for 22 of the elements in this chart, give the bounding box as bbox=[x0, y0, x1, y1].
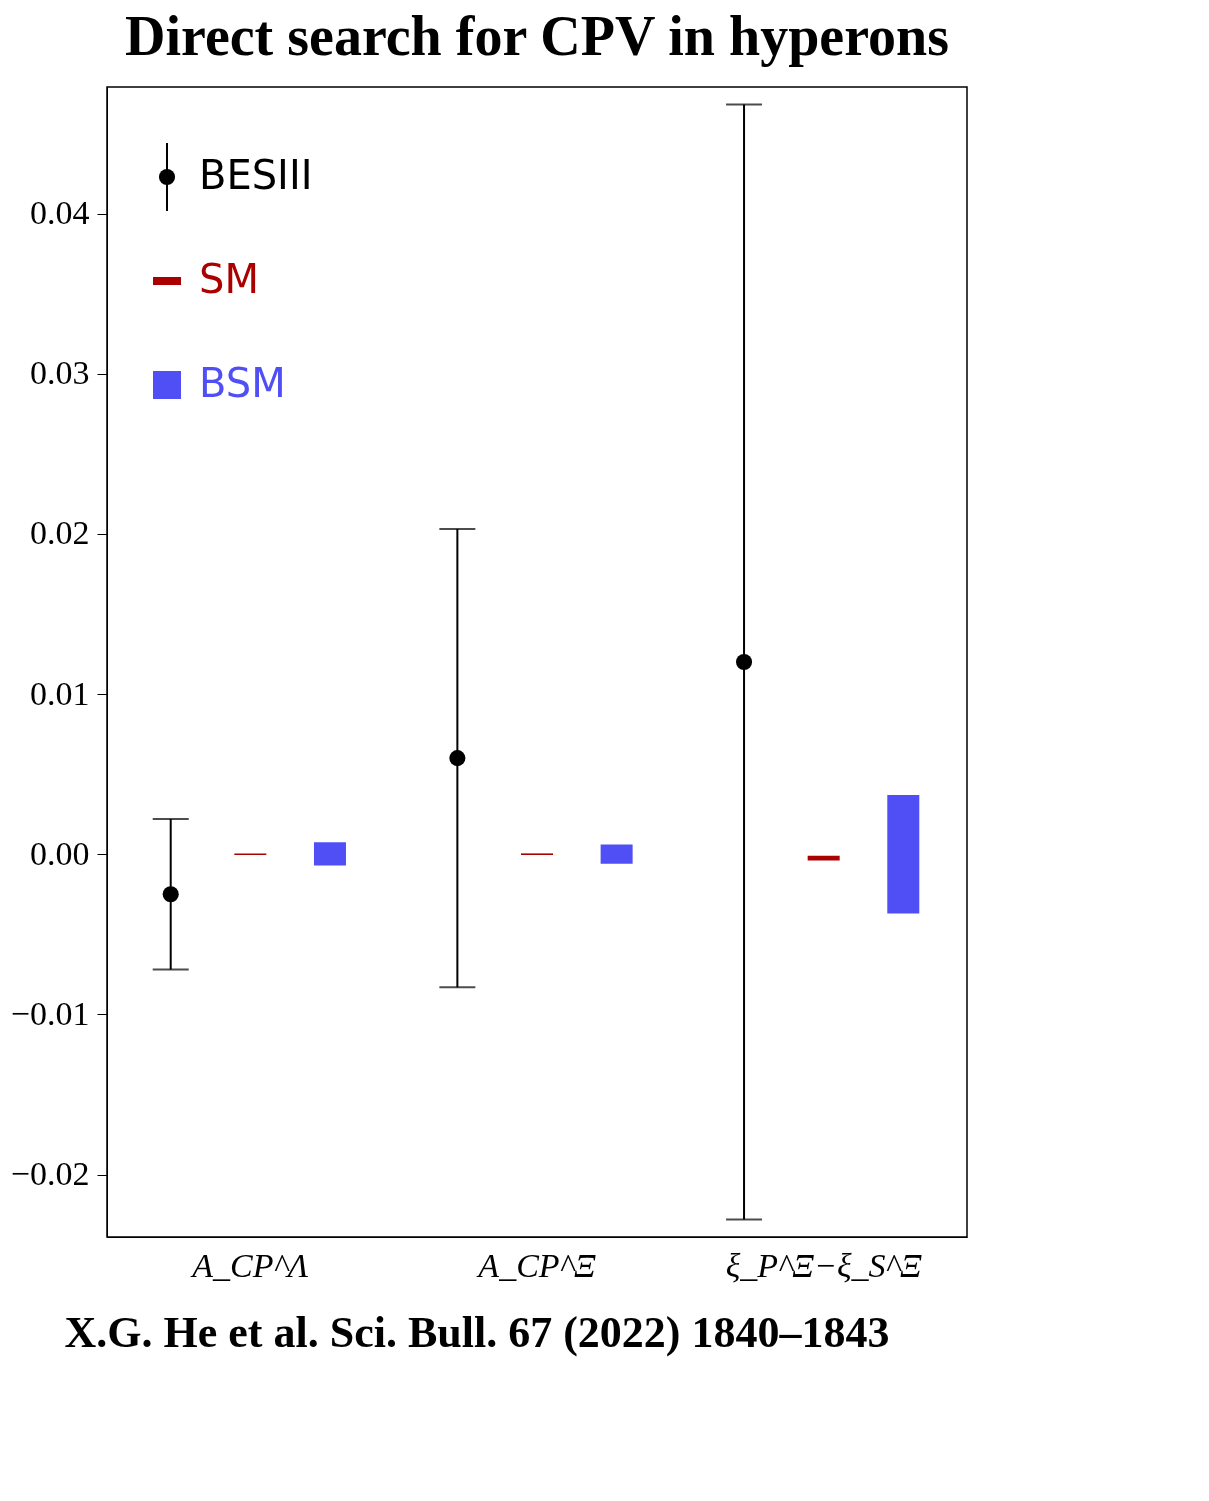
text: X.G. He et al. Sci. Bull. 67 (2022) 1840–1843 bbox=[64, 1308, 890, 1357]
point bbox=[162, 886, 179, 903]
bar bbox=[807, 855, 840, 861]
bar bbox=[887, 794, 920, 914]
x-tick-label: A_CP^Λ bbox=[190, 1246, 309, 1284]
x-tick-label: A_CP^Ξ bbox=[476, 1246, 596, 1284]
y-tick-label: 0.03 bbox=[30, 354, 90, 392]
bar bbox=[313, 842, 346, 866]
bar bbox=[600, 844, 633, 864]
y-tick-label: 0.00 bbox=[30, 834, 90, 872]
chart-title: Direct search for CPV in hyperons bbox=[125, 5, 949, 67]
y-tick-label: 0.02 bbox=[30, 514, 90, 552]
x-tick-label: ξ_P^Ξ−ξ_S^Ξ bbox=[725, 1246, 922, 1284]
legend-label: BSM bbox=[199, 360, 286, 406]
point bbox=[449, 750, 466, 767]
y-tick-label: 0.01 bbox=[30, 674, 90, 712]
y-tick-label: −0.01 bbox=[10, 994, 90, 1032]
legend-label: SM bbox=[199, 256, 259, 302]
legend-label: BESIII bbox=[199, 152, 313, 198]
y-tick-label: 0.04 bbox=[30, 194, 90, 232]
point bbox=[735, 653, 753, 671]
y-tick-label: −0.02 bbox=[10, 1155, 90, 1193]
